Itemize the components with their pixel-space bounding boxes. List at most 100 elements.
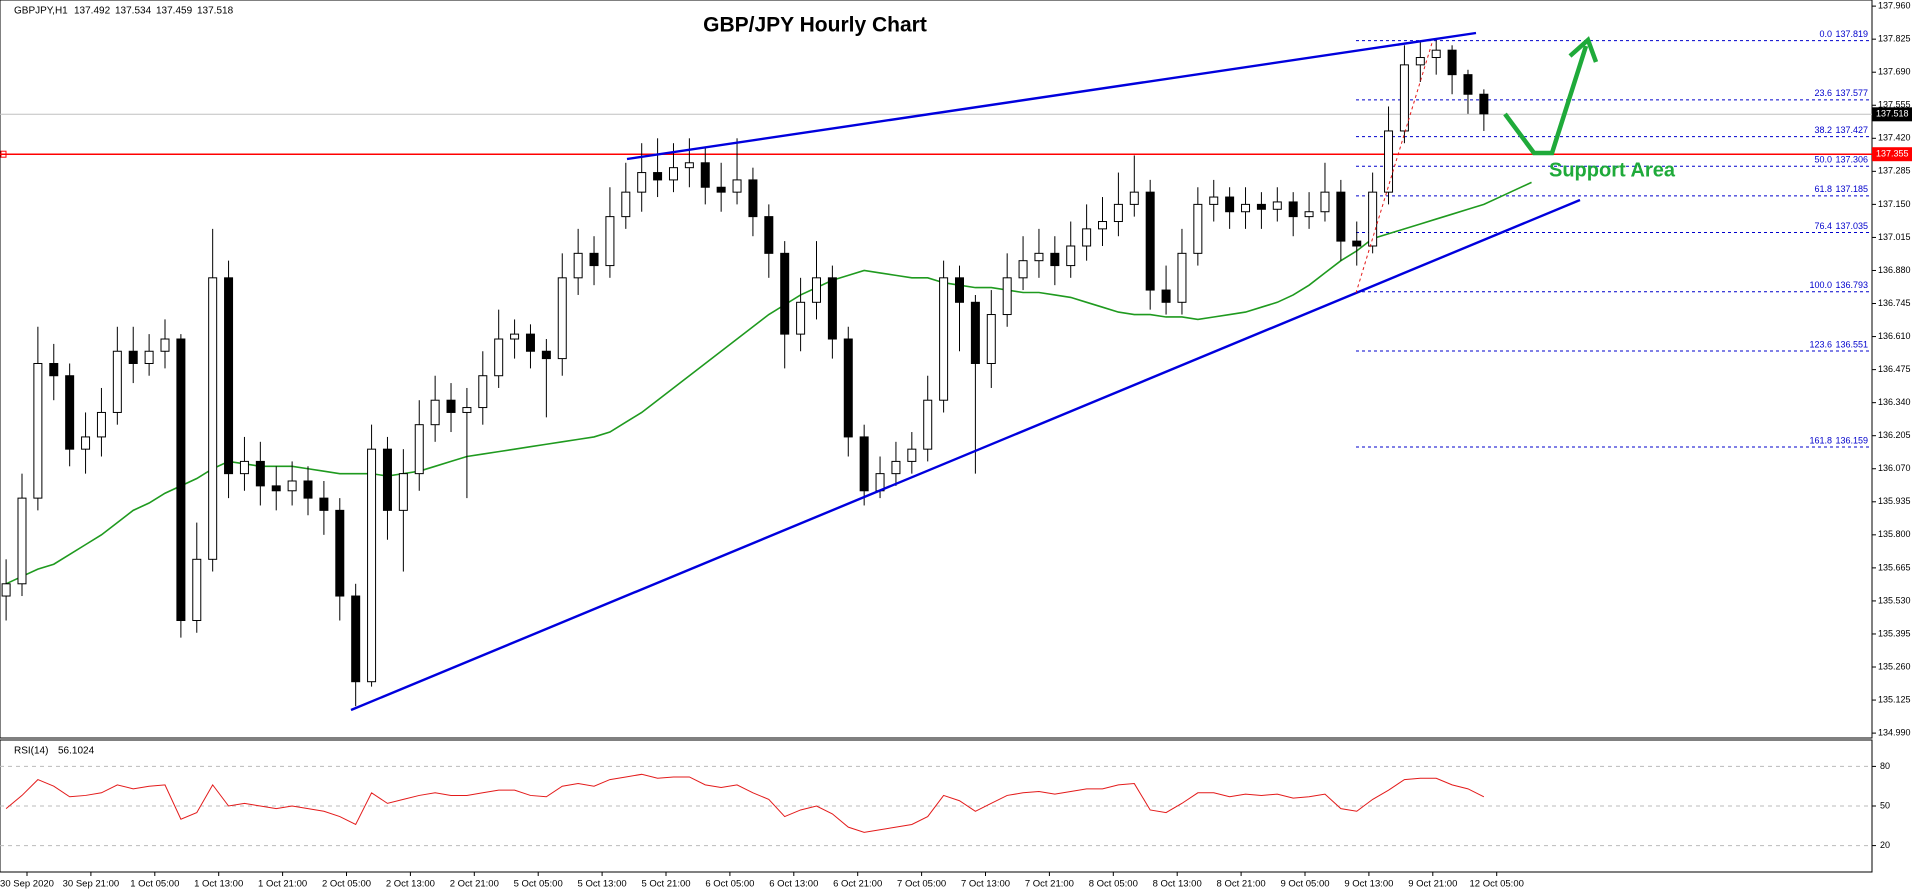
resistance-trendline bbox=[626, 31, 1477, 161]
candle-body bbox=[923, 399, 933, 450]
candle-body bbox=[589, 252, 599, 267]
candle-body bbox=[700, 162, 710, 188]
symbol: GBPJPY,H1 bbox=[14, 6, 68, 17]
candle-body bbox=[144, 350, 154, 364]
candle-body bbox=[796, 301, 806, 335]
candle-body bbox=[414, 424, 424, 475]
candle-body bbox=[859, 436, 869, 492]
candle-body bbox=[732, 179, 742, 193]
candle-body bbox=[1193, 203, 1203, 254]
y-tick-label: 136.205 bbox=[1878, 430, 1911, 440]
level-label: 137.355 bbox=[1876, 149, 1909, 159]
candle-body bbox=[1, 583, 11, 597]
candle-body bbox=[653, 172, 663, 181]
candle-body bbox=[1447, 49, 1457, 76]
x-tick-label: 12 Oct 05:00 bbox=[1469, 879, 1523, 890]
candle-body bbox=[1241, 203, 1251, 213]
candle-body bbox=[1288, 201, 1298, 218]
x-tick-label: 1 Oct 21:00 bbox=[258, 879, 307, 890]
level-marker bbox=[0, 150, 7, 158]
candle-body bbox=[1098, 221, 1108, 230]
candle-body bbox=[17, 497, 27, 585]
x-tick-label: 9 Oct 21:00 bbox=[1408, 879, 1457, 890]
x-tick-label: 6 Oct 05:00 bbox=[705, 879, 754, 890]
y-tick-label: 136.070 bbox=[1878, 463, 1911, 473]
candle-body bbox=[303, 480, 313, 499]
x-tick-label: 30 Sep 21:00 bbox=[63, 879, 120, 890]
x-tick-label: 8 Oct 21:00 bbox=[1217, 879, 1266, 890]
candle-body bbox=[843, 338, 853, 438]
y-tick-label: 135.800 bbox=[1878, 529, 1911, 539]
candle-body bbox=[462, 407, 472, 413]
fib-level: 38.2 bbox=[1814, 125, 1832, 135]
x-tick-label: 8 Oct 13:00 bbox=[1153, 879, 1202, 890]
candle-body bbox=[160, 338, 170, 352]
current-price-label: 137.518 bbox=[1876, 109, 1909, 119]
candle-body bbox=[239, 460, 249, 475]
rsi-name: RSI(14) bbox=[14, 746, 48, 757]
candle-body bbox=[1034, 252, 1044, 262]
candle-body bbox=[827, 277, 837, 340]
x-tick-label: 5 Oct 05:00 bbox=[514, 879, 563, 890]
candle-body bbox=[1399, 64, 1409, 132]
candle-body bbox=[637, 172, 647, 193]
candle-body bbox=[176, 338, 186, 622]
fib-level: 100.0 bbox=[1809, 280, 1832, 290]
y-tick-label: 135.530 bbox=[1878, 595, 1911, 605]
candle-body bbox=[81, 436, 91, 450]
candle-body bbox=[1320, 191, 1330, 213]
fib-price: 136.159 bbox=[1835, 435, 1868, 445]
candle-body bbox=[192, 558, 202, 622]
support-trendline bbox=[350, 198, 1581, 712]
x-tick-label: 2 Oct 05:00 bbox=[322, 879, 371, 890]
y-tick-label: 136.475 bbox=[1878, 364, 1911, 374]
arrow bbox=[1503, 45, 1589, 156]
rsi-line bbox=[5, 773, 1485, 833]
candle-body bbox=[494, 338, 504, 377]
fib-price: 136.551 bbox=[1835, 339, 1868, 349]
candle-body bbox=[128, 350, 138, 364]
x-tick-label: 7 Oct 21:00 bbox=[1025, 879, 1074, 890]
fib-price: 137.577 bbox=[1835, 88, 1868, 98]
candle-body bbox=[1066, 245, 1076, 267]
x-tick-label: 7 Oct 05:00 bbox=[897, 879, 946, 890]
fib-price: 137.185 bbox=[1835, 184, 1868, 194]
candle-body bbox=[684, 162, 694, 169]
candle-body bbox=[573, 252, 583, 279]
fib-level: 76.4 bbox=[1814, 221, 1832, 231]
fib-price: 137.035 bbox=[1835, 221, 1868, 231]
candle-body bbox=[1209, 196, 1219, 205]
candle-body bbox=[1161, 289, 1171, 303]
y-tick-label: 135.935 bbox=[1878, 496, 1911, 506]
candle-body bbox=[510, 333, 520, 340]
y-tick-label: 135.260 bbox=[1878, 661, 1911, 671]
x-tick-label: 2 Oct 21:00 bbox=[450, 879, 499, 890]
candle-body bbox=[430, 399, 440, 426]
fib-price: 137.306 bbox=[1835, 155, 1868, 165]
candle-body bbox=[446, 399, 456, 413]
annotation: Support Area bbox=[1549, 159, 1676, 181]
candle-body bbox=[255, 460, 265, 487]
y-tick-label: 137.960 bbox=[1878, 0, 1911, 10]
candle-body bbox=[112, 350, 122, 413]
rsi-value: 56.1024 bbox=[58, 746, 95, 757]
y-tick-label: 135.665 bbox=[1878, 562, 1911, 572]
x-tick-label: 9 Oct 13:00 bbox=[1344, 879, 1393, 890]
y-tick-label: 137.690 bbox=[1878, 67, 1911, 77]
x-tick-label: 30 Sep 2020 bbox=[0, 879, 54, 890]
candle-body bbox=[1018, 260, 1028, 279]
candle-body bbox=[605, 216, 615, 267]
fib-level: 61.8 bbox=[1814, 184, 1832, 194]
fib-price: 137.427 bbox=[1835, 125, 1868, 135]
y-tick-label: 137.420 bbox=[1878, 133, 1911, 143]
x-tick-label: 2 Oct 13:00 bbox=[386, 879, 435, 890]
level-box bbox=[1872, 147, 1912, 162]
rsi-tick-label: 20 bbox=[1880, 840, 1890, 850]
candle-body bbox=[780, 252, 790, 335]
x-tick-label: 7 Oct 13:00 bbox=[961, 879, 1010, 890]
candle-body bbox=[335, 509, 345, 597]
x-tick-label: 6 Oct 21:00 bbox=[833, 879, 882, 890]
y-tick-label: 137.555 bbox=[1878, 100, 1911, 110]
candle-body bbox=[382, 448, 392, 511]
candle-body bbox=[351, 595, 361, 683]
